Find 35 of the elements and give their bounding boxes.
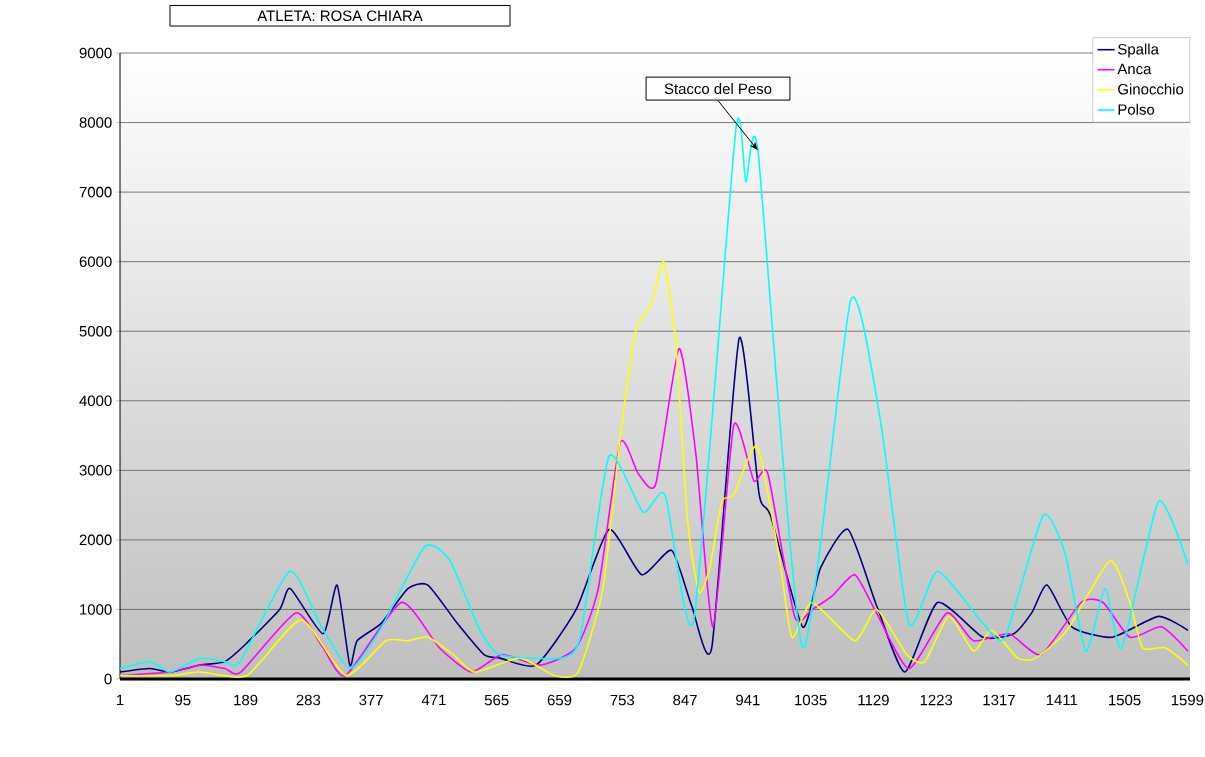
x-tick-label: 847 (673, 694, 697, 706)
y-tick-label: 4000 (79, 395, 112, 407)
x-tick-label: 377 (359, 694, 383, 706)
x-tick-label: 189 (234, 694, 258, 706)
y-tick-label: 7000 (79, 186, 112, 198)
y-tick-label: 3000 (79, 465, 112, 476)
y-tick-label: 8000 (79, 117, 112, 128)
x-tick-label: 941 (736, 694, 760, 706)
y-tick-label: 6000 (79, 256, 112, 267)
x-tick-label: 753 (610, 694, 635, 706)
legend-label: Polso (1118, 103, 1155, 115)
y-tick-label: 5000 (79, 325, 112, 337)
y-tick-label: 9000 (79, 47, 112, 59)
x-tick-label: 565 (484, 694, 509, 706)
legend-label: Spalla (1118, 43, 1159, 58)
x-tick-label: 95 (175, 694, 191, 706)
legend-label: Anca (1117, 63, 1152, 75)
y-tick-label: 0 (104, 673, 112, 685)
chart-title: ATLETA: ROSA CHIARA (257, 10, 423, 22)
x-tick-label: 1223 (920, 694, 953, 706)
x-tick-label: 1599 (1171, 694, 1204, 706)
x-tick-label: 1505 (1109, 694, 1141, 706)
annotation: Stacco del Peso (664, 83, 772, 95)
x-tick-label: 1129 (858, 694, 889, 706)
y-tick-label: 2000 (79, 534, 112, 546)
legend-label: Ginocchio (1118, 83, 1184, 95)
x-tick-label: 1 (116, 694, 124, 706)
x-tick-label: 659 (547, 694, 572, 706)
x-tick-label: 283 (296, 694, 321, 706)
line-series (119, 260, 1189, 678)
y-tick-label: 1000 (80, 604, 112, 615)
x-tick-label: 1035 (795, 694, 827, 706)
x-tick-label: 1411 (1046, 694, 1078, 706)
x-tick-label: 471 (421, 694, 446, 706)
x-tick-label: 1317 (983, 694, 1015, 706)
